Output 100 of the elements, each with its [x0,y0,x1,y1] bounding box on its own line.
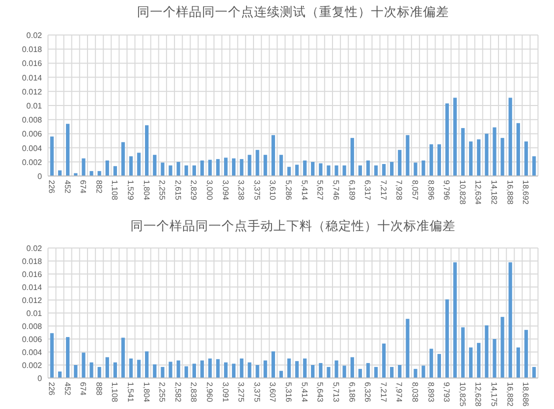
bar [453,262,457,378]
bar [121,338,125,378]
bar [295,164,299,176]
bar [192,165,196,176]
x-tick-label: 18,692 [521,180,530,206]
bar [492,127,496,176]
bar [176,360,180,378]
x-tick-label: 1,804 [142,180,151,201]
bar [476,342,481,378]
x-tick-label: 16,888 [505,180,514,206]
bar [200,160,204,176]
x-tick-label: 674 [78,180,88,194]
x-tick-label: 16,882 [505,382,514,408]
bar [50,136,54,176]
x-tick-label: 882 [94,180,104,194]
bar [271,135,276,176]
bar [500,316,504,378]
bar [184,366,188,378]
bar [342,366,346,378]
bar [374,165,378,176]
bar [152,364,156,378]
y-tick-label: 0.018 [22,45,43,54]
x-tick-label: 3,094 [220,180,230,201]
bar [516,347,520,378]
bar [492,339,496,378]
bar [366,160,370,176]
y-tick-label: 0.016 [22,59,43,68]
x-tick-label: 14,182 [490,180,499,206]
bar [508,98,512,176]
x-tick-label: 6,189 [347,180,356,201]
chart-title: 同一个样品同一个点连续测试（重复性）十次标准偏差 [137,5,449,19]
x-tick-label: 3,238 [236,180,246,201]
bar [264,360,268,378]
x-tick-label: 6,186 [347,382,356,403]
bar [98,171,102,176]
x-tick-label: 2,255 [158,382,167,403]
y-tick-label: 0 [38,172,43,181]
bar [461,128,465,176]
bar [232,158,236,176]
bar [248,362,252,378]
bar [271,351,276,378]
x-tick-label: 2,829 [189,180,198,201]
bar [532,366,536,378]
x-tick-label: 12,634 [474,180,483,206]
bar [437,144,441,176]
bar [248,154,252,176]
bar [437,354,441,378]
bar [66,337,70,378]
bar [50,333,54,378]
bar [137,360,141,378]
y-tick-label: 0.008 [22,116,43,125]
bar [160,366,164,378]
x-tick-label: 3,375 [252,180,262,201]
y-tick-label: 0.012 [22,296,43,305]
bar [90,362,94,378]
bar [453,98,457,176]
bar [66,124,70,176]
bar [406,318,410,378]
x-tick-label: 2,255 [158,180,167,201]
bar [358,368,362,378]
bar [216,159,220,176]
x-tick-label: 6,326 [363,382,372,403]
x-tick-label: 8,893 [426,382,436,403]
bar [342,165,346,176]
bar [445,299,449,378]
x-tick-label: 14,175 [490,382,499,408]
bar [445,103,449,176]
bar [508,262,512,378]
x-tick-label: 5,713 [331,382,340,403]
bar [516,123,520,176]
x-tick-label: 5,414 [300,382,309,403]
y-tick-label: 0.01 [26,102,43,110]
bar [240,159,244,176]
x-tick-label: 674 [78,382,88,396]
x-tick-label: 2,582 [173,382,182,403]
x-tick-label: 1,804 [142,382,151,403]
bar [176,162,180,176]
x-tick-label: 3,275 [236,382,246,403]
bar [350,357,354,378]
bar [318,163,322,176]
y-tick-label: 0.014 [22,73,43,82]
bar [430,348,434,378]
bar [524,141,528,176]
bar [461,327,465,378]
x-tick-label: 6,317 [363,180,372,201]
bar [350,138,354,176]
x-tick-label: 5,643 [316,382,325,403]
bar [168,165,172,176]
x-tick-label: 7,217 [378,382,388,403]
bar [382,164,386,176]
bar [105,357,110,378]
bar [256,365,260,378]
y-tick-label: 0.006 [22,335,43,344]
bar [476,139,481,176]
bar [129,358,133,378]
bar [303,160,307,176]
x-tick-label: 7,928 [394,180,404,201]
x-tick-label: 2,615 [173,180,182,201]
bar [82,158,86,176]
bar [121,142,125,176]
